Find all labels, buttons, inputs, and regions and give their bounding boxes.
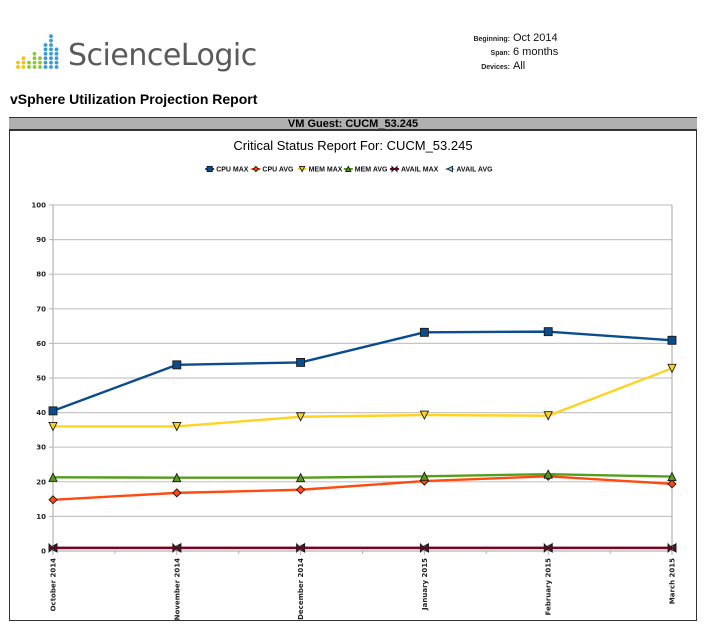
meta-devices: Devices: All [420,60,558,74]
data-point-mem-avg [419,471,430,481]
series-mem-max [48,363,677,432]
series-line-mem-max [53,367,673,428]
legend-item-avail-avg: AVAIL AVG [445,165,493,174]
report-title: vSphere Utilization Projection Report [10,91,258,107]
legend-item-mem-avg: MEM AVG [343,165,388,174]
legend-label: MEM MAX [309,167,343,174]
series-line-cpu-max [52,330,673,412]
data-point-mem-avg [295,472,306,483]
data-point-avail-max [48,542,58,553]
legend-marker-icon [446,165,453,173]
legend-marker-icon [344,165,352,173]
legend-item-avail-max: AVAIL MAX [390,165,439,174]
vm-guest-header: VM Guest: CUCM_53.245 [9,117,697,131]
legend-label: MEM AVG [355,167,388,174]
series-cpu-max [48,327,677,416]
y-tick-label: 10 [36,513,46,521]
x-tick-label: March 2015 [669,558,677,604]
data-point-avail-max [296,542,306,553]
data-point-mem-avg [48,472,58,482]
data-point-cpu-avg [172,488,182,498]
devices-label: Devices: [481,64,510,71]
legend-label: CPU MAX [216,167,249,174]
span-label: Span: [490,50,510,57]
legend-item-mem-max: MEM MAX [297,165,343,174]
data-point-cpu-max [172,360,182,370]
sciencelogic-logo: ScienceLogic [14,26,257,73]
data-point-cpu-max [48,406,58,416]
data-point-cpu-max [419,327,429,337]
x-tick-label: January 2015 [421,558,429,611]
series-mem-avg [48,469,677,483]
data-point-cpu-avg [667,479,677,489]
report-meta: Beginning: Oct 2014 Span: 6 months Devic… [420,32,558,74]
data-point-mem-avg [172,472,182,483]
y-tick-label: 100 [31,202,46,210]
data-point-avail-max [419,542,429,553]
data-point-cpu-avg [48,495,58,505]
devices-value: All [513,60,526,72]
vm-guest-panel: VM Guest: CUCM_53.245 [9,117,697,621]
y-tick-label: 0 [41,548,46,556]
y-tick-label: 40 [36,409,46,417]
legend-item-cpu-max: CPU MAX [205,165,249,174]
legend-label: AVAIL MAX [401,167,439,174]
data-point-mem-max [667,363,677,374]
logo-dots-icon [16,34,59,69]
chart-legend: CPU MAX CPU AVG MEM MAX MEM AVG AVAIL MAX AVA… [205,165,493,174]
data-point-avail-max [543,542,553,553]
x-tick-label: February 2015 [545,558,553,615]
beginning-label: Beginning: [473,36,510,43]
x-tick-label: October 2014 [50,558,58,612]
data-point-mem-max [48,421,58,432]
data-point-mem-max [419,410,430,421]
y-tick-label: 50 [36,375,46,383]
meta-span: Span: 6 months [420,46,559,60]
data-point-mem-avg [543,469,553,479]
x-tick-label: November 2014 [173,558,181,621]
legend-item-cpu-avg: CPU AVG [251,165,294,174]
y-tick-label: 80 [36,271,46,279]
series-line-mem-avg [52,472,673,479]
series-line-cpu-avg [52,475,673,501]
y-tick-label: 90 [36,236,46,244]
data-point-cpu-max [296,357,306,367]
chart-title: Critical Status Report For: CUCM_53.245 [233,138,472,153]
logo-wordmark: ScienceLogic [68,38,257,73]
y-tick-label: 20 [36,478,46,486]
data-point-cpu-avg [295,485,306,495]
series-avail-max [48,542,677,553]
legend-label: AVAIL AVG [456,167,493,174]
beginning-value: Oct 2014 [513,32,558,44]
data-point-mem-avg [667,471,677,482]
data-point-avail-max [667,542,677,553]
data-point-avail-max [172,542,182,553]
legend-label: CPU AVG [262,167,294,174]
legend-marker-icon [206,165,213,173]
y-tick-label: 60 [36,340,46,348]
x-tick-label: December 2014 [297,558,305,620]
legend-marker-icon [252,165,260,173]
data-point-mem-max [172,421,182,432]
data-point-cpu-max [543,327,553,337]
legend-marker-icon [391,165,398,173]
data-point-mem-max [295,412,306,422]
span-value: 6 months [513,46,559,58]
legend-marker-icon [298,165,306,173]
y-tick-label: 70 [36,305,46,313]
data-point-cpu-max [667,335,677,345]
data-point-mem-max [543,411,553,421]
y-tick-label: 30 [36,444,46,452]
meta-beginning: Beginning: Oct 2014 [420,32,558,46]
